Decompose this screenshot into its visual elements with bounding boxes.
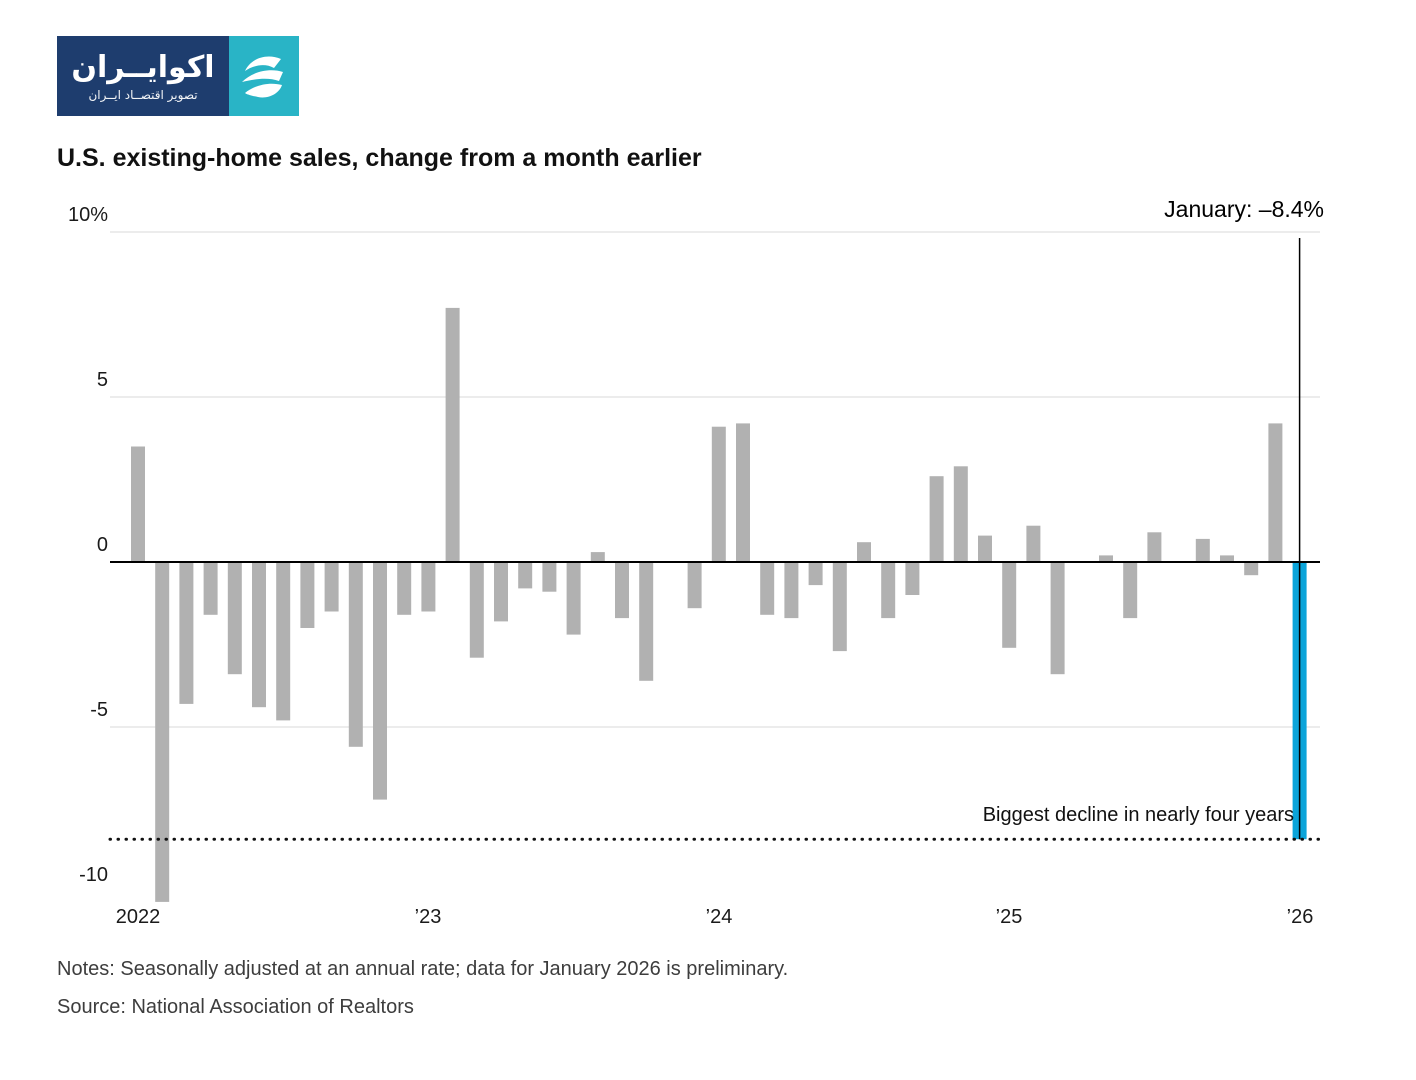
logo-brand-text: اکوایــران	[71, 49, 215, 85]
bar-2024-04	[784, 562, 799, 619]
bar-2024-03	[760, 562, 775, 615]
bar-2022-06	[252, 562, 266, 708]
x-axis-label-’23: ’23	[414, 906, 442, 928]
bar-2025-03	[1050, 562, 1065, 675]
x-axis-label-2022: 2022	[115, 906, 161, 928]
ecoiran-logo: اکوایــران تصویر اقتصــاد ایــران	[57, 36, 299, 116]
bar-2022-12	[397, 562, 412, 615]
y-axis-label-10%: 10%	[67, 204, 108, 226]
reference-line-callout: Biggest decline in nearly four years	[982, 804, 1294, 826]
bar-2022-04	[203, 562, 218, 615]
bar-2023-01	[421, 562, 436, 612]
bar-2024-05	[808, 562, 823, 586]
bar-2023-05	[518, 562, 533, 589]
bar-2024-06	[832, 562, 847, 652]
bar-2022-02	[155, 562, 170, 902]
bar-2022-07	[276, 562, 291, 721]
bar-2022-09	[324, 562, 339, 612]
bar-2025-06	[1123, 562, 1138, 619]
bar-2022-08	[300, 562, 315, 628]
chart-notes: Notes: Seasonally adjusted at an annual …	[57, 958, 789, 980]
chart-source: Source: National Association of Realtors	[57, 996, 414, 1018]
bar-2025-07	[1147, 532, 1162, 562]
bar-2022-10	[348, 562, 363, 747]
ecoiran-logo-mark-icon	[229, 36, 299, 116]
y-axis-label--5: -5	[90, 699, 108, 721]
y-axis-label-5: 5	[96, 369, 108, 391]
bar-2023-08	[590, 552, 605, 562]
bar-2024-02	[736, 423, 750, 562]
bar-2025-05	[1099, 555, 1113, 562]
y-axis-label--10: -10	[79, 864, 108, 886]
bar-2022-05	[227, 562, 242, 675]
bar-2023-10	[639, 562, 654, 681]
highlight-annotation: January: –8.4%	[1164, 196, 1324, 222]
bar-2024-01	[711, 426, 726, 562]
bar-2023-12	[687, 562, 702, 609]
bar-2022-01	[131, 446, 145, 562]
bar-2025-01	[1002, 562, 1017, 648]
x-axis-label-’26: ’26	[1286, 906, 1314, 928]
x-axis-label-’24: ’24	[705, 906, 733, 928]
bar-2025-09	[1195, 538, 1210, 562]
bar-2024-10	[929, 476, 944, 562]
bar-2024-09	[905, 562, 920, 595]
logo-text-block: اکوایــران تصویر اقتصــاد ایــران	[57, 36, 229, 116]
bar-2022-11	[373, 562, 387, 800]
bar-2024-12	[978, 535, 992, 562]
x-axis-label-’25: ’25	[995, 906, 1023, 928]
bar-2023-03	[469, 562, 484, 658]
bar-2024-07	[857, 542, 871, 562]
bar-2023-04	[494, 562, 508, 622]
bar-2024-08	[881, 562, 896, 619]
bar-2024-11	[953, 466, 968, 562]
bar-2025-12	[1268, 423, 1283, 562]
chart-title: U.S. existing-home sales, change from a …	[57, 144, 702, 172]
logo-subtitle: تصویر اقتصــاد ایــران	[88, 87, 198, 102]
bar-2022-03	[179, 562, 194, 704]
bar-2025-11	[1244, 562, 1259, 576]
bar-2023-07	[566, 562, 581, 635]
bar-2025-02	[1026, 525, 1041, 562]
bar-2023-06	[542, 562, 557, 592]
bar-2023-09	[615, 562, 629, 619]
bar-2025-10	[1220, 555, 1234, 562]
y-axis-label-0: 0	[96, 534, 108, 556]
bar-2023-02	[445, 307, 460, 562]
